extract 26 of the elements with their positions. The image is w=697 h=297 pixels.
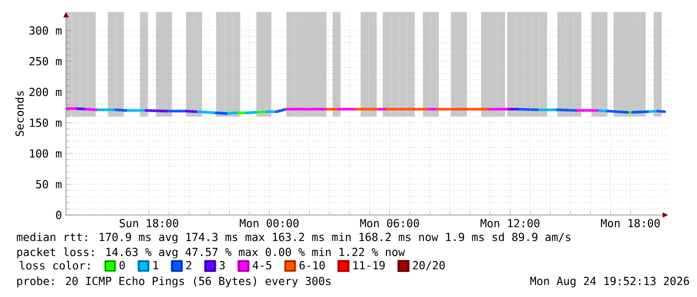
- y-tick-label: 150 m: [30, 118, 62, 127]
- legend-label: 4-5: [252, 261, 272, 270]
- text: packet loss: 14.63 % avg 47.57 % max 0.00 % min 1.22 % now: [17, 248, 405, 258]
- legend-label: 11-19: [353, 261, 385, 270]
- legend-label: 2: [186, 261, 192, 270]
- y-tick-label: 0: [56, 210, 62, 220]
- legend-label: 6-10: [300, 261, 325, 270]
- y-tick-label: 250 m: [30, 57, 62, 66]
- x-tick-label: Mon 12:00: [480, 218, 540, 228]
- y-axis-title: Seconds: [15, 91, 24, 136]
- y-tick-label: 50 m: [36, 180, 62, 188]
- y-tick-label: 100 m: [30, 149, 62, 158]
- legend-title: loss color:: [20, 260, 90, 270]
- x-tick-label: Sun 18:00: [120, 218, 178, 228]
- x-tick-label: Mon 00:00: [240, 218, 299, 228]
- text: Mon Aug 24 19:52:13 2026: [530, 276, 689, 288]
- legend-label: 0: [120, 261, 125, 270]
- legend-label: 20/20: [412, 261, 445, 270]
- x-tick-label: Mon 06:00: [360, 218, 419, 228]
- x-tick-label: Mon 18:00: [601, 218, 660, 228]
- legend-label: 3: [220, 261, 225, 270]
- legend-label: 1: [154, 261, 158, 270]
- text: probe: 20 ICMP Echo Pings (56 Bytes) every 300s: [17, 276, 331, 288]
- y-tick-label: 200 m: [30, 88, 62, 96]
- text: median rtt: 170.9 ms avg 174.3 ms max 163.2 ms min 168.2 ms now 1.9 ms sd 89.9 am/s: [16, 232, 570, 244]
- y-tick-label: 300 m: [29, 26, 62, 35]
